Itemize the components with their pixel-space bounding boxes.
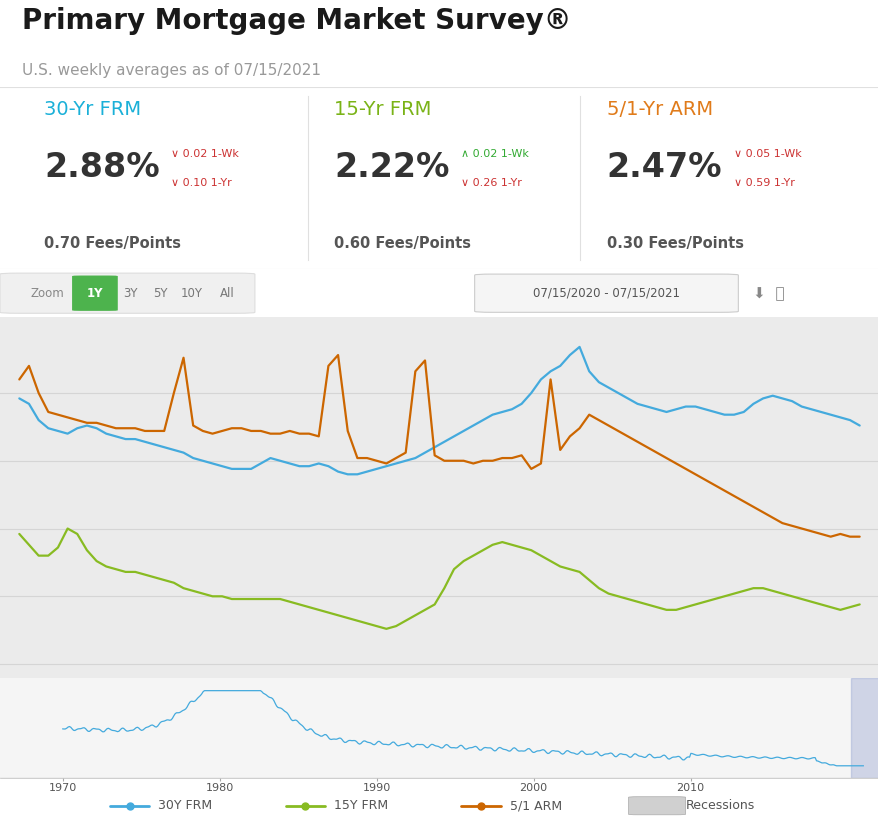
Text: 2.22%: 2.22% xyxy=(334,151,449,183)
Text: 10Y: 10Y xyxy=(180,287,203,299)
Text: 0.70 Fees/Points: 0.70 Fees/Points xyxy=(44,236,181,251)
Text: 5Y: 5Y xyxy=(154,287,168,299)
Text: 3Y: 3Y xyxy=(123,287,137,299)
Text: ⬇  ⎙: ⬇ ⎙ xyxy=(752,286,784,301)
Text: ∨ 0.26 1-Yr: ∨ 0.26 1-Yr xyxy=(461,178,522,188)
Text: 0.30 Fees/Points: 0.30 Fees/Points xyxy=(606,236,743,251)
Text: All: All xyxy=(220,287,234,299)
Text: 15-Yr FRM: 15-Yr FRM xyxy=(334,99,431,118)
FancyBboxPatch shape xyxy=(628,796,685,815)
Text: U.S. weekly averages as of 07/15/2021: U.S. weekly averages as of 07/15/2021 xyxy=(22,63,320,78)
Text: 1Y: 1Y xyxy=(87,287,103,299)
Text: 2.88%: 2.88% xyxy=(44,151,160,183)
Text: Primary Mortgage Market Survey®: Primary Mortgage Market Survey® xyxy=(22,7,571,35)
Text: Recessions: Recessions xyxy=(685,799,754,812)
Text: Zoom: Zoom xyxy=(31,287,64,299)
Text: 30Y FRM: 30Y FRM xyxy=(158,799,212,812)
Text: ∨ 0.10 1-Yr: ∨ 0.10 1-Yr xyxy=(171,178,232,188)
Text: 5/1-Yr ARM: 5/1-Yr ARM xyxy=(606,99,712,118)
Text: ∨ 0.02 1-Wk: ∨ 0.02 1-Wk xyxy=(171,149,239,159)
Text: 5/1 ARM: 5/1 ARM xyxy=(509,799,561,812)
Text: 07/15/2020 - 07/15/2021: 07/15/2020 - 07/15/2021 xyxy=(532,287,680,299)
Text: 30-Yr FRM: 30-Yr FRM xyxy=(44,99,140,118)
Text: ∨ 0.05 1-Wk: ∨ 0.05 1-Wk xyxy=(733,149,801,159)
Text: 15Y FRM: 15Y FRM xyxy=(334,799,388,812)
Bar xyxy=(850,677,878,777)
Text: ∨ 0.59 1-Yr: ∨ 0.59 1-Yr xyxy=(733,178,794,188)
FancyBboxPatch shape xyxy=(0,274,255,314)
Text: ∧ 0.02 1-Wk: ∧ 0.02 1-Wk xyxy=(461,149,529,159)
FancyBboxPatch shape xyxy=(72,275,118,311)
Text: 2.47%: 2.47% xyxy=(606,151,721,183)
Text: 0.60 Fees/Points: 0.60 Fees/Points xyxy=(334,236,471,251)
FancyBboxPatch shape xyxy=(474,274,738,312)
